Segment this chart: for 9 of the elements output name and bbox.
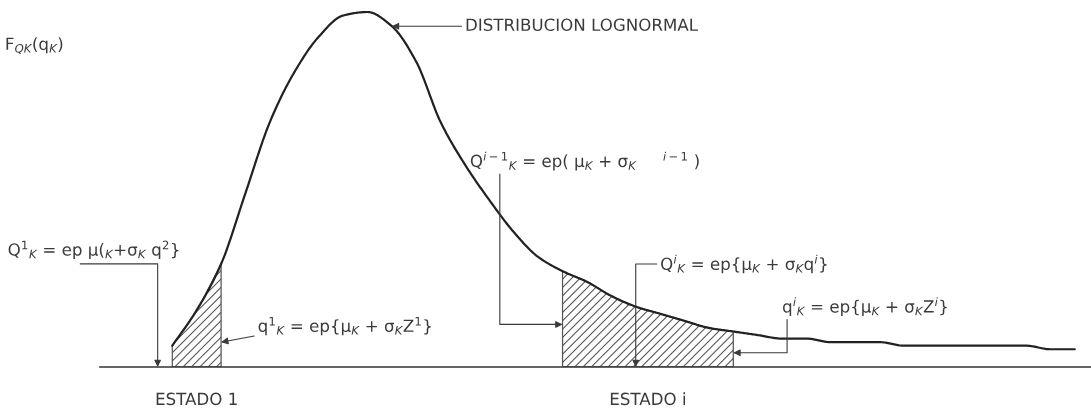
text: Q$^{1}$$_{K}$ = ep μ($_{K}$+σ$_{K}$ q$^{2}$}	[8, 240, 179, 260]
text: F$_{QK}$(q$_{K}$)	[6, 37, 63, 55]
text: q$^{1}$$_{K}$ = ep{μ$_{K}$ + σ$_{K}$Z$^{1}$}	[258, 316, 431, 336]
series-label: ESTADO i	[610, 392, 686, 406]
annotation: DISTRIBUCION LOGNORMAL	[466, 18, 698, 32]
text: q$^{i}$$_{K}$ = ep{μ$_{K}$ + σ$_{K}$Z$^{i}$}	[783, 297, 947, 316]
series-label: ESTADO 1	[156, 392, 237, 406]
text: Q$^{i−1}$$_{K}$ = ep( μ$_{K}$ + σ$_{K}$ $^{i−1}$ )	[470, 151, 699, 171]
text: Q$^{i}$$_{K}$ = ep{μ$_{K}$ + σ$_{K}$q$^{i}$}	[661, 254, 827, 274]
